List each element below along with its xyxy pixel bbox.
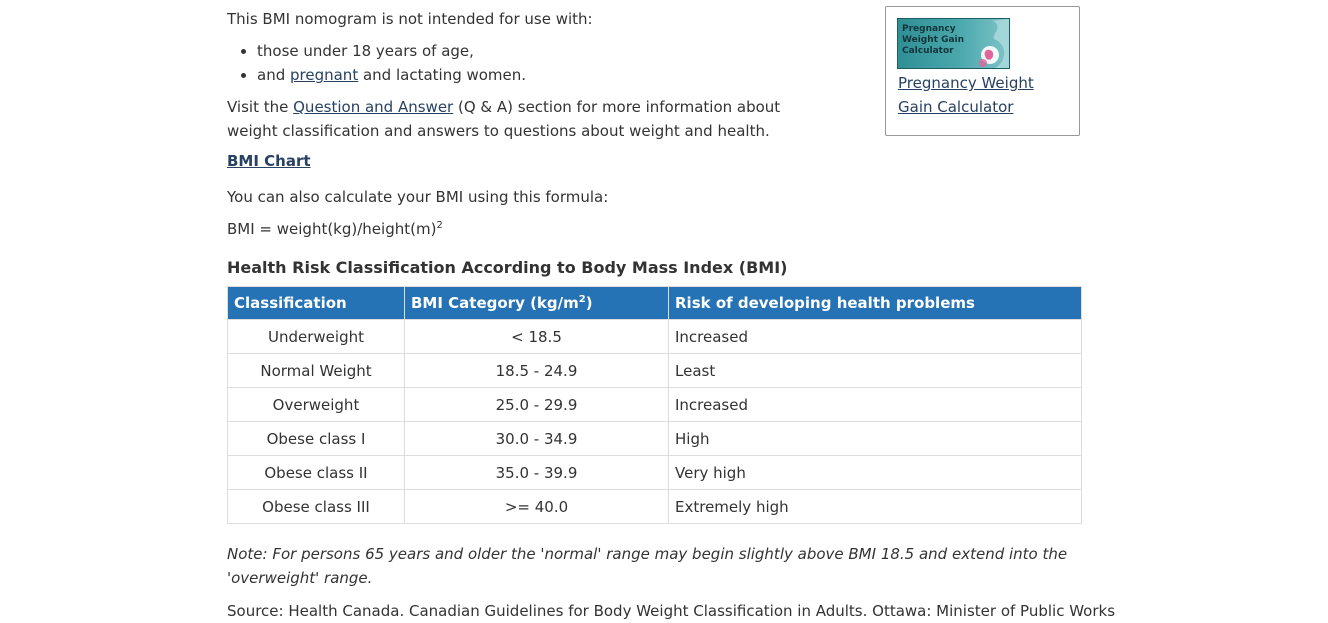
table-row: Obese class III >= 40.0 Extremely high	[227, 489, 1082, 524]
header-category-text: BMI Category (kg/m	[411, 294, 579, 312]
table-row: Normal Weight 18.5 - 24.9 Least	[227, 353, 1082, 388]
header-category-close: )	[585, 294, 593, 312]
cell-risk: Very high	[668, 455, 1082, 490]
cell-classification: Obese class II	[227, 455, 405, 490]
cell-classification: Underweight	[227, 319, 405, 354]
cell-category: >= 40.0	[404, 489, 669, 524]
formula-text: BMI = weight(kg)/height(m)	[227, 220, 437, 238]
pregnant-link[interactable]: pregnant	[290, 66, 359, 84]
exclusion-list: those under 18 years of age, and pregnan…	[227, 39, 857, 87]
cell-category: 25.0 - 29.9	[404, 387, 669, 422]
header-category: BMI Category (kg/m2)	[404, 286, 669, 320]
cell-risk: Increased	[668, 319, 1082, 354]
cell-category: 30.0 - 34.9	[404, 421, 669, 456]
list-item: those under 18 years of age,	[257, 39, 857, 63]
thumbnail-text: Pregnancy Weight Gain Calculator	[902, 24, 965, 56]
cell-risk: High	[668, 421, 1082, 456]
cell-category: 35.0 - 39.9	[404, 455, 669, 490]
formula-superscript: 2	[436, 220, 443, 231]
bmi-table: Classification BMI Category (kg/m2) Risk…	[227, 286, 1082, 524]
table-header-row: Classification BMI Category (kg/m2) Risk…	[227, 286, 1082, 320]
cell-risk: Extremely high	[668, 489, 1082, 524]
cell-classification: Overweight	[227, 387, 405, 422]
table-title: Health Risk Classification According to …	[227, 258, 788, 277]
cell-risk: Least	[668, 353, 1082, 388]
pregnancy-calculator-promo: Pregnancy Weight Gain Calculator Pregnan…	[885, 6, 1080, 136]
cell-classification: Normal Weight	[227, 353, 405, 388]
header-classification: Classification	[227, 286, 405, 320]
visit-text: Visit the Question and Answer (Q & A) se…	[227, 95, 827, 143]
list-item-text: those under 18 years of age,	[257, 42, 474, 60]
cell-category: 18.5 - 24.9	[404, 353, 669, 388]
cell-classification: Obese class I	[227, 421, 405, 456]
visit-prefix: Visit the	[227, 98, 294, 116]
header-category-sup: 2	[578, 294, 586, 305]
age-note: Note: For persons 65 years and older the…	[227, 545, 1068, 587]
pregnancy-calculator-thumbnail[interactable]: Pregnancy Weight Gain Calculator	[897, 18, 1010, 69]
bmi-formula: BMI = weight(kg)/height(m)2	[227, 217, 443, 241]
visit-suffix: (Q & A) section for more information abo…	[227, 98, 781, 140]
intro-text: This BMI nomogram is not intended for us…	[227, 10, 593, 28]
table-row: Underweight < 18.5 Increased	[227, 319, 1082, 354]
cell-risk: Increased	[668, 387, 1082, 422]
header-risk: Risk of developing health problems	[668, 286, 1082, 320]
pregnancy-calculator-link[interactable]: Pregnancy Weight Gain Calculator	[898, 74, 1034, 116]
pregnancy-silhouette-icon	[979, 19, 1009, 68]
table-row: Obese class II 35.0 - 39.9 Very high	[227, 455, 1082, 490]
cell-category: < 18.5	[404, 319, 669, 354]
calc-text: You can also calculate your BMI using th…	[227, 188, 609, 206]
bmi-chart-link[interactable]: BMI Chart	[227, 152, 311, 170]
list-item-prefix: and	[257, 66, 290, 84]
table-row: Overweight 25.0 - 29.9 Increased	[227, 387, 1082, 422]
question-answer-link[interactable]: Question and Answer	[293, 98, 454, 116]
table-row: Obese class I 30.0 - 34.9 High	[227, 421, 1082, 456]
list-item: and pregnant and lactating women.	[257, 63, 857, 87]
cell-classification: Obese class III	[227, 489, 405, 524]
source-citation: Source: Health Canada. Canadian Guidelin…	[227, 602, 1116, 620]
list-item-suffix: and lactating women.	[358, 66, 527, 84]
